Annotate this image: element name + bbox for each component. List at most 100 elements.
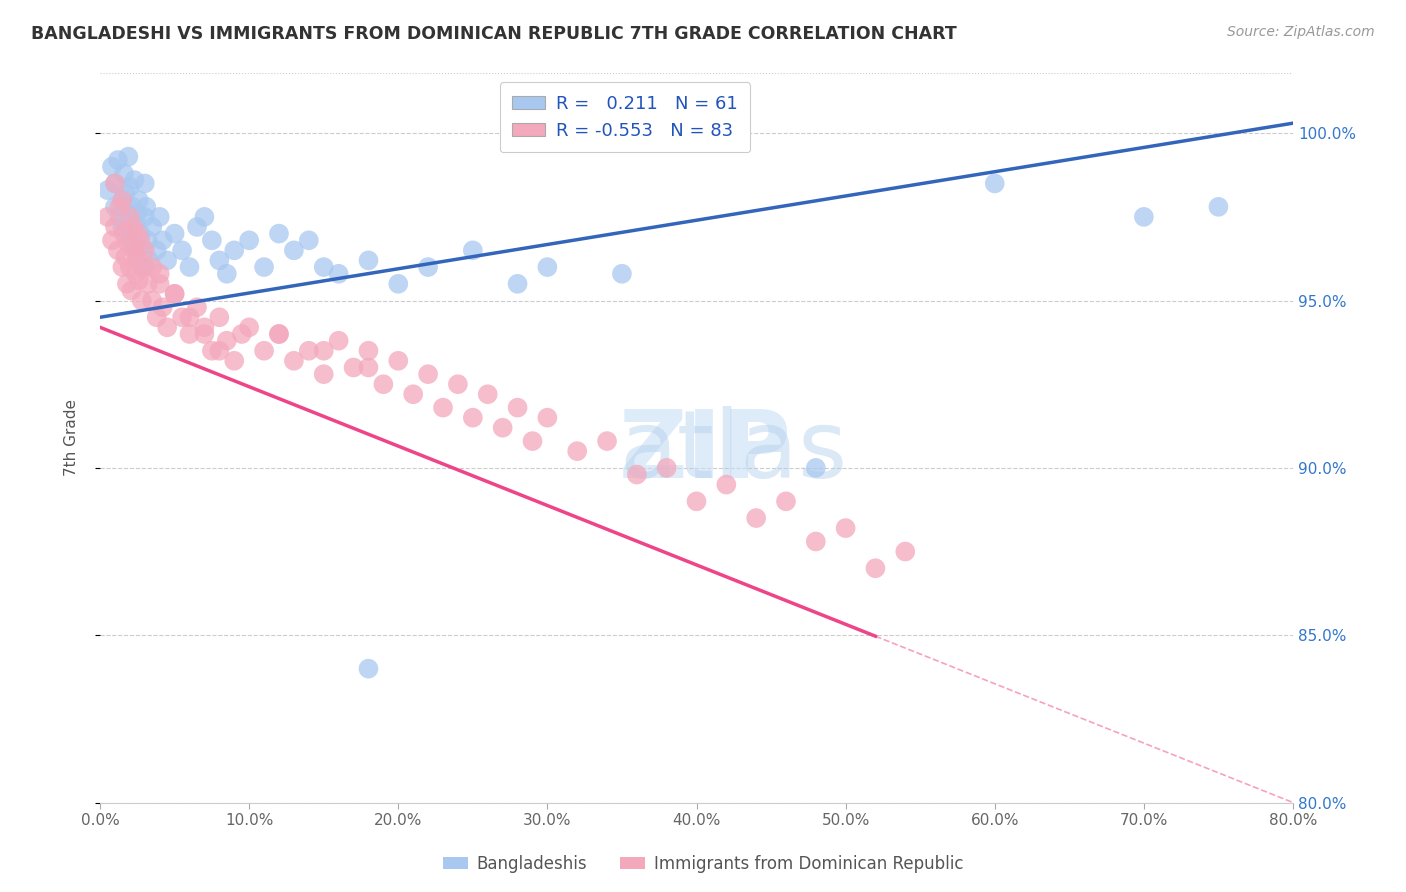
Point (416, 367, 439, 381)
Point (136, 277, 159, 291)
Point (104, 177, 127, 191)
Point (111, 193, 134, 207)
Point (117, 236, 139, 251)
Point (685, 494, 707, 508)
Point (775, 494, 797, 508)
Point (357, 360, 380, 375)
Point (215, 267, 238, 281)
Point (387, 353, 409, 368)
Point (506, 277, 529, 291)
Point (208, 343, 231, 358)
Point (224, 244, 246, 258)
Point (283, 353, 305, 368)
Point (1133, 210, 1156, 224)
Point (121, 200, 143, 214)
Point (107, 244, 129, 258)
Point (149, 210, 172, 224)
Point (804, 534, 827, 549)
Point (96, 210, 118, 224)
Point (104, 219, 127, 234)
Point (894, 544, 917, 558)
Point (127, 244, 149, 258)
Point (108, 200, 131, 214)
Point (267, 227, 290, 241)
Point (114, 250, 136, 264)
Point (186, 219, 208, 234)
Point (112, 166, 135, 180)
Point (108, 210, 131, 224)
Point (96, 183, 118, 197)
Point (626, 467, 648, 482)
Point (492, 420, 515, 434)
Point (115, 277, 138, 291)
Point (224, 353, 246, 368)
Point (117, 150, 139, 164)
Point (134, 177, 156, 191)
Legend: R =   0.211   N = 61, R = -0.553   N = 83: R = 0.211 N = 61, R = -0.553 N = 83 (499, 82, 751, 153)
Point (124, 244, 146, 258)
Point (834, 521, 856, 535)
Point (111, 260, 134, 274)
Point (215, 334, 238, 348)
Point (461, 410, 484, 425)
Point (342, 360, 364, 375)
Text: Source: ZipAtlas.com: Source: ZipAtlas.com (1227, 25, 1375, 39)
Point (129, 227, 152, 241)
Point (114, 186, 136, 201)
Point (112, 227, 135, 241)
Point (328, 334, 350, 348)
Point (312, 343, 335, 358)
Point (402, 387, 425, 401)
Point (267, 326, 290, 341)
Point (118, 260, 141, 274)
Point (1208, 200, 1230, 214)
Point (163, 286, 186, 301)
Point (522, 434, 544, 449)
Point (716, 477, 738, 491)
Text: ZIP: ZIP (619, 407, 792, 499)
Point (125, 267, 148, 281)
Point (118, 227, 141, 241)
Point (865, 561, 887, 575)
Point (127, 206, 149, 220)
Point (298, 233, 321, 247)
Point (101, 233, 124, 247)
Point (149, 267, 172, 281)
Point (179, 310, 201, 325)
Point (141, 260, 163, 274)
Point (357, 253, 380, 268)
Point (357, 343, 380, 358)
Point (170, 310, 193, 325)
Point (115, 206, 138, 220)
Point (186, 300, 208, 314)
Point (298, 343, 321, 358)
Point (179, 260, 201, 274)
Point (567, 444, 589, 458)
Point (127, 250, 149, 264)
Point (804, 461, 827, 475)
Point (416, 260, 439, 274)
Point (328, 267, 350, 281)
Point (461, 244, 484, 258)
Point (432, 401, 454, 415)
Point (208, 253, 231, 268)
Point (111, 219, 134, 234)
Point (120, 233, 142, 247)
Point (596, 434, 619, 449)
Point (253, 260, 276, 274)
Point (312, 260, 335, 274)
Point (145, 310, 167, 325)
Point (134, 210, 156, 224)
Point (447, 377, 470, 392)
Point (118, 179, 141, 194)
Point (231, 326, 253, 341)
Point (118, 210, 141, 224)
Point (373, 377, 395, 392)
Point (136, 233, 159, 247)
Point (193, 210, 215, 224)
Point (506, 401, 529, 415)
Point (238, 233, 260, 247)
Point (141, 293, 163, 308)
Point (208, 310, 231, 325)
Point (127, 227, 149, 241)
